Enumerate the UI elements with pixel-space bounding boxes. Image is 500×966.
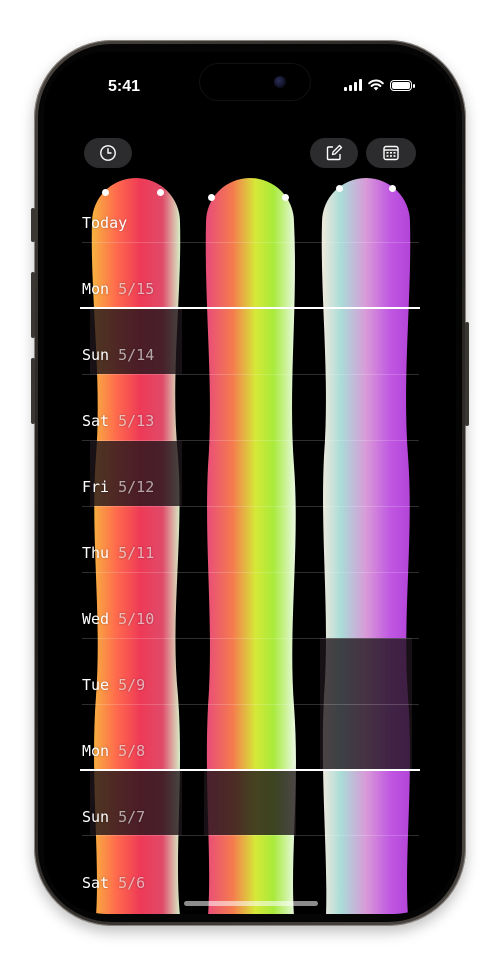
volume-up-button: [31, 272, 35, 338]
cellular-signal-icon: [344, 79, 362, 91]
action-button: [31, 208, 35, 242]
row-divider: [82, 572, 419, 573]
compose-icon: [326, 144, 343, 161]
dynamic-island: [200, 64, 310, 100]
history-button[interactable]: [84, 138, 132, 168]
column-1-left-dot: [102, 189, 109, 196]
day-label-today: Today: [82, 214, 128, 232]
mood-column-3[interactable]: [320, 176, 412, 914]
day-label: Mon 5/8: [82, 742, 146, 760]
app-screen: 5:41: [44, 52, 456, 914]
mood-column-2-shape: [205, 178, 296, 914]
day-label: Tue 5/9: [82, 676, 146, 694]
day-label: Sun 5/7: [82, 808, 146, 826]
column-1-shade-sun: [90, 309, 182, 374]
battery-icon: [390, 79, 415, 91]
volume-down-button: [31, 358, 35, 424]
row-divider: [82, 374, 419, 375]
row-divider: [82, 506, 419, 507]
week-separator: [80, 769, 420, 771]
day-label: Mon 5/15: [82, 280, 155, 298]
row-divider: [82, 835, 419, 836]
day-label: Sun 5/14: [82, 346, 155, 364]
power-button: [465, 322, 469, 426]
row-divider: [82, 440, 419, 441]
row-divider: [82, 704, 419, 705]
day-label: Sat 5/13: [82, 412, 155, 430]
row-divider: [82, 242, 419, 243]
status-time: 5:41: [108, 78, 141, 95]
day-label: Sat 5/6: [82, 874, 146, 892]
week-separator: [80, 307, 420, 309]
column-3-left-dot: [336, 185, 343, 192]
column-1-right-dot: [157, 189, 164, 196]
clock-icon: [100, 145, 116, 161]
day-label: Thu 5/11: [82, 544, 155, 562]
day-label: Wed 5/10: [82, 610, 155, 628]
day-label: Fri 5/12: [82, 478, 155, 496]
column-2-left-dot: [208, 194, 215, 201]
row-divider: [82, 638, 419, 639]
compose-button[interactable]: [310, 138, 358, 168]
calendar-icon: [383, 145, 399, 161]
calendar-button[interactable]: [366, 138, 416, 168]
column-1-shade-fri: [90, 441, 182, 506]
column-3-shade-tue: [320, 638, 412, 769]
camera-icon: [274, 76, 286, 88]
mood-column-2[interactable]: [204, 176, 296, 914]
column-3-right-dot: [389, 185, 396, 192]
column-2-right-dot: [282, 194, 289, 201]
wifi-icon: [368, 79, 384, 91]
home-indicator[interactable]: [184, 901, 318, 906]
mood-column-3-shape: [321, 178, 411, 914]
status-icons: [344, 79, 415, 91]
column-2-shade-sun-2: [204, 771, 296, 835]
column-1-shade-sun-2: [90, 771, 182, 835]
